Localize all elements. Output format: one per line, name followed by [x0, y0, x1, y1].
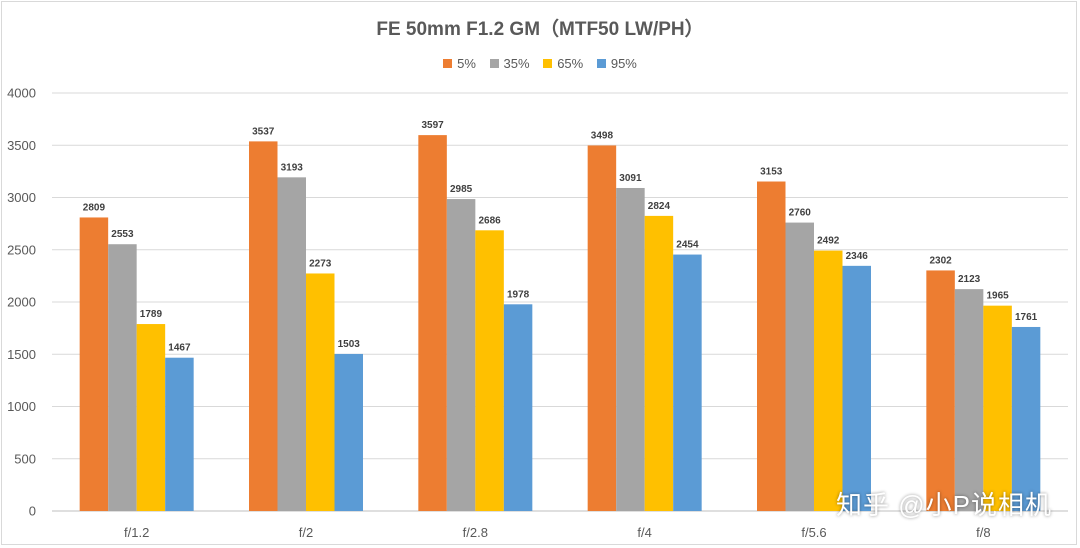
y-tick-label: 4000 [7, 86, 36, 101]
bar [954, 289, 984, 511]
data-label: 2824 [648, 201, 671, 212]
data-label: 2553 [111, 229, 134, 240]
legend-label: 65% [557, 56, 584, 71]
chart-title: FE 50mm F1.2 GM（MTF50 LW/PH） [376, 19, 704, 40]
legend-item-65pct: 65% [543, 56, 583, 71]
bar [108, 244, 137, 512]
bar [673, 254, 702, 511]
data-label: 2492 [817, 236, 840, 247]
data-label: 1978 [507, 289, 530, 300]
legend-item-5pct: 5% [443, 56, 476, 71]
x-tick-label: f/2.8 [463, 525, 488, 540]
bar [165, 357, 194, 511]
bar [136, 324, 166, 511]
bar [785, 222, 814, 511]
y-tick-label: 2000 [7, 295, 36, 310]
data-label: 1467 [168, 343, 191, 354]
x-tick-label: f/5.6 [801, 525, 826, 540]
bar [446, 199, 476, 511]
data-label: 2686 [478, 215, 501, 226]
y-tick-label: 3500 [7, 138, 36, 153]
data-label: 2985 [450, 184, 473, 195]
bar [926, 270, 955, 511]
data-label: 2273 [309, 258, 332, 269]
bar [306, 273, 335, 511]
data-label: 2760 [789, 208, 812, 219]
bar [277, 177, 306, 512]
legend-swatch [596, 59, 606, 68]
data-label: 3193 [281, 162, 304, 173]
data-label: 1761 [1015, 312, 1038, 323]
bar [814, 250, 843, 511]
bar [503, 304, 533, 511]
legend-label: 95% [610, 56, 637, 71]
legend-label: 5% [457, 56, 476, 71]
y-tick-label: 500 [14, 451, 36, 466]
bar [983, 305, 1012, 511]
data-label: 3597 [421, 120, 444, 131]
x-tick-label: f/8 [976, 525, 990, 540]
legend-item-35pct: 35% [489, 56, 530, 71]
y-tick-label: 1000 [7, 399, 36, 414]
bar [616, 187, 645, 512]
data-label: 1965 [986, 291, 1009, 302]
chart-legend: 5% 35% 65% 95% [0, 56, 1080, 71]
data-label: 2302 [929, 255, 952, 266]
y-tick-label: 3000 [7, 190, 36, 205]
legend-swatch [443, 59, 453, 68]
data-label: 2123 [958, 274, 981, 285]
bar [418, 135, 447, 511]
watermark-text: 知乎 @小P说相机 [836, 490, 1052, 520]
data-label: 2809 [83, 202, 106, 213]
x-tick-label: f/2 [299, 525, 313, 540]
x-tick-label: f/1.2 [124, 525, 149, 540]
bar [249, 141, 278, 512]
legend-item-95pct: 95% [596, 56, 637, 71]
x-tick-label: f/4 [637, 525, 651, 540]
legend-swatch [543, 59, 553, 68]
data-label: 3537 [252, 126, 275, 137]
bar [79, 217, 109, 511]
legend-label: 35% [503, 56, 530, 71]
bar [757, 181, 786, 511]
data-label: 3091 [619, 173, 642, 184]
data-label: 1789 [140, 309, 163, 320]
bar [587, 145, 617, 512]
bar [842, 265, 871, 511]
bar [475, 230, 504, 512]
bar [1011, 326, 1041, 511]
data-label: 1503 [338, 339, 361, 350]
bar [644, 215, 674, 511]
y-tick-label: 1500 [7, 347, 36, 362]
y-tick-label: 0 [29, 504, 36, 519]
data-label: 3153 [760, 167, 783, 178]
bar [334, 353, 363, 511]
data-label: 2346 [846, 251, 869, 262]
y-tick-label: 2500 [7, 242, 36, 257]
data-label: 2454 [676, 240, 699, 251]
data-label: 3498 [591, 130, 614, 141]
legend-swatch [489, 59, 499, 68]
